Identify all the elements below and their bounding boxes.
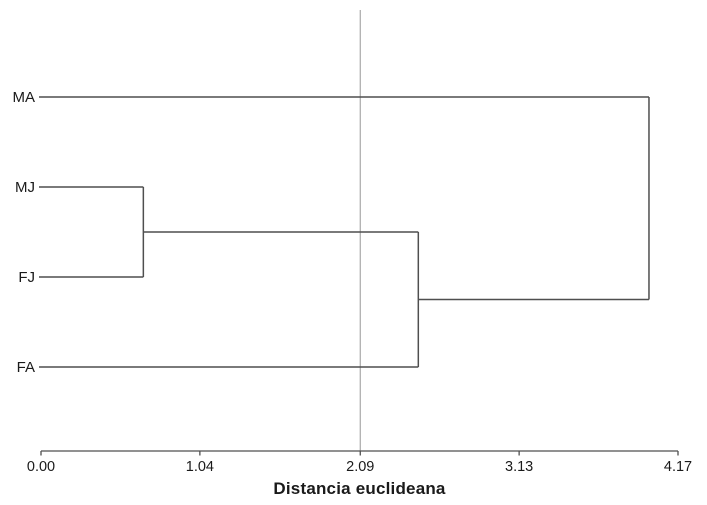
leaf-label-mj: MJ: [15, 179, 35, 196]
leaf-label-fa: FA: [17, 359, 35, 376]
x-axis-title: Distancia euclideana: [273, 479, 446, 498]
x-axis-tick-label: 1.04: [186, 459, 214, 475]
leaf-label-fj: FJ: [18, 269, 35, 286]
x-axis-tick-label: 4.17: [664, 459, 692, 475]
x-axis-tick-label: 2.09: [346, 459, 374, 475]
leaf-label-ma: MA: [13, 89, 36, 106]
x-axis-tick-label: 0.00: [27, 459, 55, 475]
x-axis-tick-label: 3.13: [505, 459, 533, 475]
